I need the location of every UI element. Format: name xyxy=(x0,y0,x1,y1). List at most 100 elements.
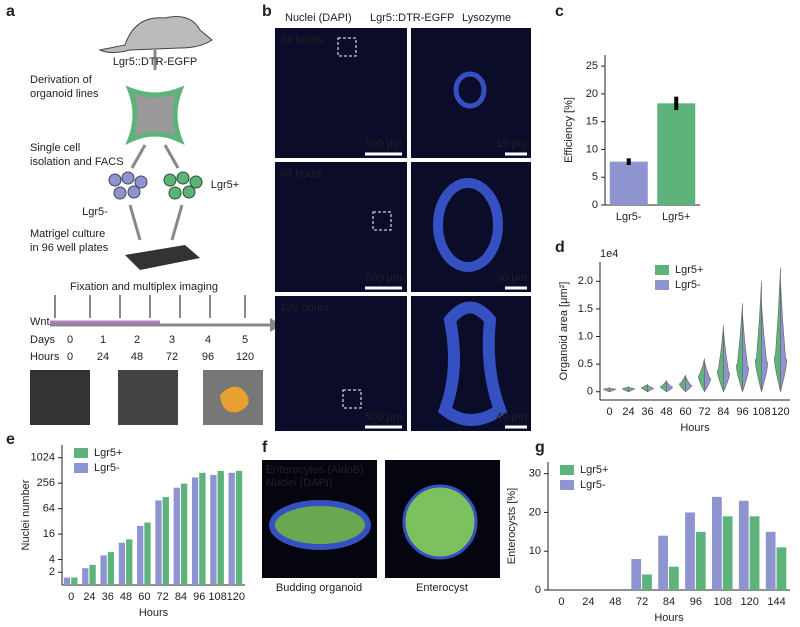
bar xyxy=(235,470,243,585)
channel-label: Lgr5::DTR-EGFP xyxy=(370,12,454,24)
micrograph xyxy=(275,162,407,292)
x-tick-label: 60 xyxy=(138,591,150,603)
day-label: 5 xyxy=(242,334,248,346)
scale-label: 500 μm xyxy=(365,411,402,423)
y-tick-label: 64 xyxy=(43,503,55,515)
x-tick-label: 24 xyxy=(83,591,95,603)
bar xyxy=(657,103,696,205)
bar xyxy=(144,522,151,585)
bar xyxy=(217,470,224,585)
violin xyxy=(736,303,743,392)
x-tick-label: 108 xyxy=(752,406,770,418)
micrograph xyxy=(411,28,531,158)
x-tick-label: 96 xyxy=(193,591,205,603)
population-label: Lgr5+ xyxy=(211,179,239,191)
x-tick-label: 36 xyxy=(641,406,653,418)
bar xyxy=(738,500,749,590)
x-tick-label: 120 xyxy=(771,406,789,418)
bar xyxy=(71,577,78,585)
bar xyxy=(695,531,706,590)
strain-label: Lgr5::DTR-EGFP xyxy=(113,56,197,68)
violin xyxy=(742,314,749,392)
micrograph xyxy=(275,296,407,431)
axis-label: Days xyxy=(30,334,56,346)
arrow xyxy=(170,204,184,241)
scale-label: 40 μm xyxy=(496,411,527,423)
y-tick-label: 16 xyxy=(43,528,55,540)
violin xyxy=(774,267,781,392)
bar xyxy=(173,487,180,585)
legend-label: Lgr5+ xyxy=(94,447,122,459)
y-tick-label: 20 xyxy=(529,506,541,518)
mouse-icon xyxy=(98,16,213,53)
caption: Budding organoid xyxy=(276,582,362,594)
channel-label: Nuclei (DAPI) xyxy=(266,477,333,489)
x-tick-label: 0 xyxy=(68,591,74,603)
hour-label: 120 xyxy=(236,351,254,363)
hour-label: 72 xyxy=(166,351,178,363)
legend-label: Lgr5- xyxy=(675,279,701,291)
step-label: organoid lines xyxy=(30,88,99,100)
y-tick-label: 2 xyxy=(49,566,55,578)
x-tick-label: 120 xyxy=(740,596,758,608)
panel-label: d xyxy=(555,239,565,256)
y-tick-label: 256 xyxy=(37,477,55,489)
panel-label: a xyxy=(6,3,15,20)
imaging-label: Fixation and multiplex imaging xyxy=(70,281,218,293)
legend-swatch xyxy=(74,448,88,458)
y-axis-label: Enterocysts [%] xyxy=(506,488,518,564)
day-label: 2 xyxy=(134,334,140,346)
day-label: 4 xyxy=(205,334,211,346)
bar xyxy=(712,496,722,590)
bar xyxy=(609,161,648,205)
organoid xyxy=(269,500,371,550)
violin xyxy=(647,384,654,393)
bar xyxy=(162,497,169,585)
y-tick-label: 1.5 xyxy=(578,303,593,315)
bar xyxy=(199,472,206,585)
bar xyxy=(82,568,89,585)
x-tick-label: 72 xyxy=(698,406,710,418)
bar xyxy=(63,577,71,585)
y-tick-label: 1024 xyxy=(31,452,55,464)
legend-swatch xyxy=(655,265,669,275)
bar xyxy=(658,535,668,590)
step-label: Single cell xyxy=(30,142,80,154)
panel-label: b xyxy=(262,3,272,20)
x-tick-label: 24 xyxy=(622,406,634,418)
x-tick-label: 108 xyxy=(208,591,226,603)
organoid xyxy=(437,301,508,426)
bar xyxy=(642,574,652,590)
day-label: 3 xyxy=(169,334,175,346)
x-tick-label: 24 xyxy=(582,596,594,608)
step-label: in 96 well plates xyxy=(30,242,109,254)
violin xyxy=(761,303,768,392)
wnt-label: Wnt xyxy=(30,316,50,328)
x-axis-label: Hours xyxy=(139,607,169,619)
violin xyxy=(704,361,711,393)
x-tick-label: 108 xyxy=(714,596,732,608)
y-tick-label: 10 xyxy=(529,545,541,557)
y-tick-label: 5 xyxy=(592,171,598,183)
y-tick-label: 1.0 xyxy=(578,330,593,342)
y-tick-label: 10 xyxy=(586,143,598,155)
segmentation xyxy=(220,386,249,413)
violin xyxy=(717,325,724,392)
step-label: Derivation of xyxy=(30,74,93,86)
x-axis-label: Hours xyxy=(654,612,684,624)
caption: Enterocyst xyxy=(416,582,468,594)
plate-icon xyxy=(125,245,200,270)
y-tick-label: 2.0 xyxy=(578,275,593,287)
x-tick-label: 120 xyxy=(227,591,245,603)
violin xyxy=(622,386,629,393)
x-tick-label: 144 xyxy=(767,596,785,608)
channel-label: Enterocytes (AldoB) xyxy=(266,464,364,476)
step-label: isolation and FACS xyxy=(30,156,124,168)
panel-label: c xyxy=(555,3,564,20)
violin xyxy=(666,380,673,393)
legend-swatch xyxy=(560,480,574,490)
imaging-arrows xyxy=(54,295,246,318)
x-tick-label: 48 xyxy=(660,406,672,418)
